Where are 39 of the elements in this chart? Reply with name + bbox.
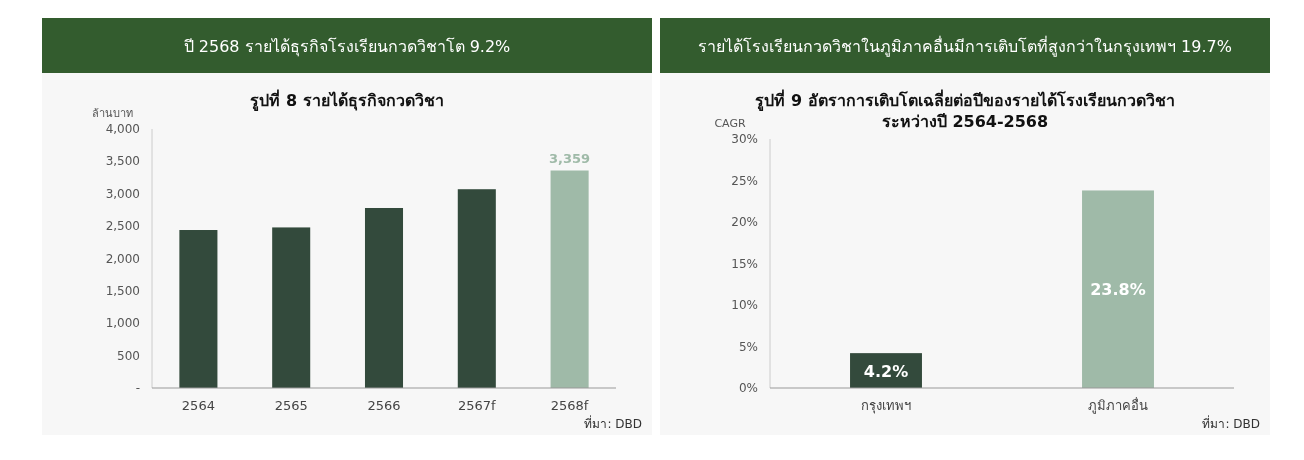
data-label: 4.2% bbox=[863, 361, 909, 381]
y-tick-label: 500 bbox=[117, 348, 140, 363]
y-tick-label: 25% bbox=[731, 173, 758, 188]
y-tick-label: 3,000 bbox=[105, 186, 140, 201]
x-tick-label: 2566 bbox=[367, 398, 401, 413]
bar bbox=[272, 227, 311, 388]
chart-subtitle: รูปที่ 8 รายได้ธุรกิจกวดวิชา bbox=[250, 89, 444, 112]
data-label: 23.8% bbox=[1090, 280, 1146, 300]
x-tick-label: 2568f bbox=[550, 398, 589, 413]
y-tick-label: 4,000 bbox=[105, 122, 140, 136]
x-tick-label: 2567f bbox=[457, 398, 497, 413]
x-tick-label: ภูมิภาคอื่น bbox=[1088, 397, 1148, 414]
bar bbox=[179, 230, 218, 388]
data-label: 3,359 bbox=[549, 150, 591, 166]
y-tick-label: 10% bbox=[731, 298, 758, 312]
y-tick-label: 20% bbox=[731, 215, 758, 229]
y-tick-label: 0% bbox=[738, 381, 758, 395]
bar bbox=[457, 189, 496, 388]
chart-subtitle: รูปที่ 9 อัตราการเติบโตเฉลี่ยต่อปีของรายได้โรงเรียนกวดวิชา ระหว่างปี 2564-2568 bbox=[755, 89, 1175, 131]
chart-title: รายได้โรงเรียนกวดวิชาในภูมิภาคอื่นมีการเติบโตที่สูงกว่าในกรุงเทพฯ 19.7% bbox=[698, 34, 1232, 57]
y-axis-title: CAGR bbox=[714, 117, 746, 130]
y-axis-title: ล้านบาท bbox=[91, 107, 133, 120]
y-tick-label: 1,000 bbox=[105, 316, 140, 331]
bar bbox=[550, 170, 589, 388]
y-tick-label: 30% bbox=[731, 132, 758, 146]
bar bbox=[364, 208, 404, 388]
y-tick-label: 2,000 bbox=[105, 251, 140, 266]
chart-title: ปี 2568 รายได้ธุรกิจโรงเรียนกวดวิชาโต 9.2% bbox=[183, 36, 511, 57]
x-tick-label: 2564 bbox=[181, 398, 215, 413]
y-tick-label: 5% bbox=[738, 339, 758, 354]
y-tick-label: 15% bbox=[731, 256, 758, 271]
y-tick-label: 1,500 bbox=[105, 283, 140, 298]
x-tick-label: กรุงเทพฯ bbox=[861, 398, 911, 414]
text: ที่มา: DBD bbox=[1202, 415, 1260, 431]
y-tick-label: 3,500 bbox=[105, 154, 140, 169]
y-tick-label: - bbox=[135, 381, 140, 395]
x-tick-label: 2565 bbox=[274, 398, 308, 413]
text: ที่มา: DBD bbox=[584, 415, 642, 431]
y-tick-label: 2,500 bbox=[105, 219, 140, 234]
